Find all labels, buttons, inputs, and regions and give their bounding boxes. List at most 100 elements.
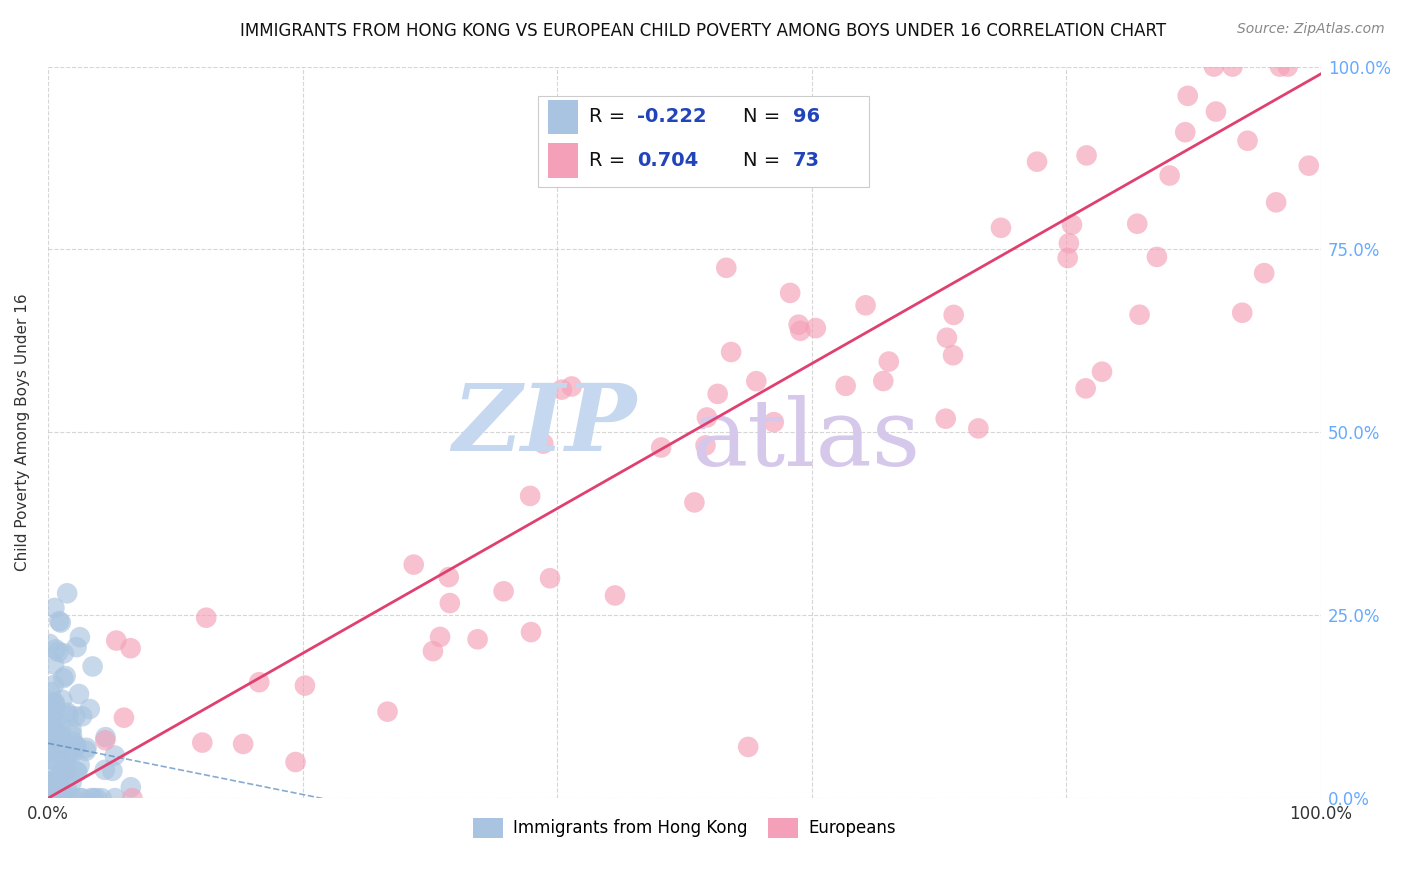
- Point: [55, 669, 77, 683]
- Point: [48, 740, 70, 755]
- Point: [467, 632, 489, 647]
- Point: [67, 687, 90, 701]
- Point: [48, 614, 70, 628]
- Point: [247, 675, 270, 690]
- Point: [787, 318, 810, 332]
- Point: [45, 755, 67, 769]
- Point: [39, 791, 62, 805]
- Point: [94, 730, 117, 744]
- Point: [439, 596, 461, 610]
- Point: [1146, 250, 1168, 264]
- Point: [531, 436, 554, 450]
- Point: [402, 558, 425, 572]
- Point: [990, 220, 1012, 235]
- Point: [65, 709, 87, 723]
- Point: [37, 791, 59, 805]
- Point: [706, 387, 728, 401]
- Point: [59, 745, 82, 759]
- Point: [120, 641, 142, 656]
- Point: [935, 331, 957, 345]
- Point: [65, 739, 87, 754]
- Point: [967, 421, 990, 435]
- Point: [762, 415, 785, 429]
- Text: Source: ZipAtlas.com: Source: ZipAtlas.com: [1237, 22, 1385, 37]
- Point: [52, 791, 75, 805]
- Point: [520, 625, 543, 640]
- Point: [804, 321, 827, 335]
- Point: [55, 739, 77, 754]
- Point: [38, 791, 60, 805]
- Point: [232, 737, 254, 751]
- Point: [650, 441, 672, 455]
- Point: [44, 791, 66, 805]
- Point: [120, 780, 142, 795]
- Point: [45, 704, 67, 718]
- Point: [79, 702, 101, 716]
- Point: [45, 714, 67, 728]
- Point: [1253, 266, 1275, 280]
- Point: [519, 489, 541, 503]
- Point: [1076, 148, 1098, 162]
- Point: [695, 438, 717, 452]
- Point: [56, 706, 79, 720]
- Point: [38, 735, 60, 749]
- Point: [58, 708, 80, 723]
- Point: [60, 722, 83, 736]
- Point: [720, 345, 742, 359]
- Point: [62, 746, 84, 760]
- Point: [716, 260, 738, 275]
- Point: [65, 640, 87, 654]
- Point: [48, 776, 70, 790]
- Point: [70, 791, 93, 805]
- Point: [39, 735, 62, 749]
- Point: [44, 601, 66, 615]
- Point: [44, 722, 66, 736]
- Point: [46, 791, 69, 805]
- Point: [1091, 365, 1114, 379]
- Point: [44, 695, 66, 709]
- Text: IMMIGRANTS FROM HONG KONG VS EUROPEAN CHILD POVERTY AMONG BOYS UNDER 16 CORRELAT: IMMIGRANTS FROM HONG KONG VS EUROPEAN CH…: [240, 22, 1166, 40]
- Point: [1174, 125, 1197, 139]
- Point: [39, 744, 62, 758]
- Point: [51, 693, 73, 707]
- Point: [104, 748, 127, 763]
- Point: [834, 379, 856, 393]
- Point: [49, 615, 72, 630]
- Point: [66, 764, 89, 779]
- Point: [1026, 154, 1049, 169]
- Point: [52, 671, 75, 685]
- Point: [60, 728, 83, 742]
- Point: [121, 791, 143, 805]
- Point: [1159, 169, 1181, 183]
- Point: [55, 760, 77, 774]
- Point: [80, 791, 103, 805]
- Point: [1074, 381, 1097, 395]
- Point: [70, 709, 93, 723]
- Point: [39, 685, 62, 699]
- Point: [1277, 60, 1299, 74]
- Point: [1222, 60, 1244, 74]
- Point: [877, 354, 900, 368]
- Point: [55, 782, 77, 797]
- Point: [1268, 60, 1291, 74]
- Point: [284, 755, 307, 769]
- Point: [44, 791, 66, 805]
- Point: [45, 642, 67, 657]
- Point: [90, 791, 112, 805]
- Point: [75, 744, 97, 758]
- Point: [112, 711, 135, 725]
- Text: atlas: atlas: [690, 394, 920, 484]
- Point: [492, 584, 515, 599]
- Point: [55, 765, 77, 780]
- Point: [83, 791, 105, 805]
- Point: [44, 754, 66, 768]
- Point: [104, 791, 127, 805]
- Point: [60, 775, 83, 789]
- Point: [52, 646, 75, 660]
- Point: [55, 753, 77, 767]
- Point: [69, 630, 91, 644]
- Legend: Immigrants from Hong Kong, Europeans: Immigrants from Hong Kong, Europeans: [467, 811, 903, 845]
- Point: [41, 791, 63, 805]
- Point: [46, 645, 69, 659]
- Point: [779, 285, 801, 300]
